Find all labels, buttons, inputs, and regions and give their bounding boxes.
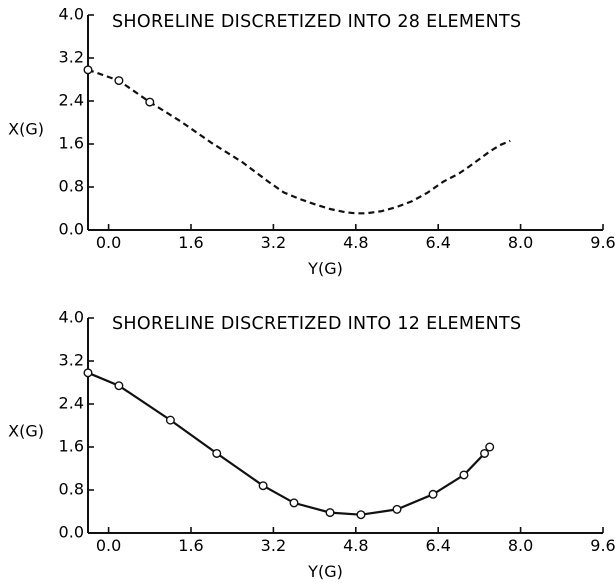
node-marker — [165, 415, 175, 425]
y-tick-label: 2.4 — [59, 394, 84, 413]
chart-title: SHORELINE DISCRETIZED INTO 28 ELEMENTS — [112, 12, 521, 32]
node-marker — [145, 97, 155, 107]
x-tick-label: 3.2 — [261, 536, 286, 555]
node-marker — [289, 498, 299, 508]
y-tick-label: 4.0 — [59, 5, 84, 24]
chart-title: SHORELINE DISCRETIZED INTO 12 ELEMENTS — [112, 314, 521, 334]
node-marker — [83, 368, 93, 378]
x-tick-label: 3.2 — [261, 233, 286, 252]
y-tick-label: 3.2 — [59, 48, 84, 67]
x-tick-label: 1.6 — [178, 536, 203, 555]
node-marker — [212, 448, 222, 458]
x-tick-label: 0.0 — [96, 536, 121, 555]
node-marker — [114, 381, 124, 391]
y-tick-label: 3.2 — [59, 351, 84, 370]
node-marker — [356, 510, 366, 520]
x-tick-label: 6.4 — [425, 536, 450, 555]
node-marker — [392, 504, 402, 514]
node-marker — [83, 65, 93, 75]
y-tick-label: 0.0 — [59, 220, 84, 239]
y-axis-label: X(G) — [8, 120, 44, 139]
y-axis-label: X(G) — [8, 422, 44, 441]
x-axis-label: Y(G) — [307, 259, 343, 278]
x-tick-label: 6.4 — [425, 233, 450, 252]
node-marker — [258, 481, 268, 491]
x-tick-label: 8.0 — [508, 536, 533, 555]
y-tick-label: 0.8 — [59, 177, 84, 196]
y-tick-label: 1.6 — [59, 134, 84, 153]
node-marker — [325, 508, 335, 518]
node-marker — [485, 442, 495, 452]
x-tick-label: 0.0 — [96, 233, 121, 252]
y-tick-label: 2.4 — [59, 91, 84, 110]
x-tick-label: 9.6 — [590, 536, 615, 555]
y-tick-label: 4.0 — [59, 308, 84, 327]
node-marker — [459, 470, 469, 480]
node-marker — [114, 76, 124, 86]
y-tick-label: 0.0 — [59, 523, 84, 542]
x-tick-label: 8.0 — [508, 233, 533, 252]
x-tick-label: 9.6 — [590, 233, 615, 252]
x-axis-label: Y(G) — [307, 562, 343, 581]
y-tick-label: 1.6 — [59, 437, 84, 456]
x-tick-label: 1.6 — [178, 233, 203, 252]
x-tick-label: 4.8 — [343, 233, 368, 252]
node-marker — [480, 448, 490, 458]
chart-1: SHORELINE DISCRETIZED INTO 28 ELEMENTS 0.… — [8, 5, 616, 279]
node-marker — [428, 489, 438, 499]
x-tick-label: 4.8 — [343, 536, 368, 555]
shoreline-curve — [87, 68, 511, 215]
y-tick-label: 0.8 — [59, 480, 84, 499]
chart-2: SHORELINE DISCRETIZED INTO 12 ELEMENTS 0.… — [8, 308, 616, 582]
